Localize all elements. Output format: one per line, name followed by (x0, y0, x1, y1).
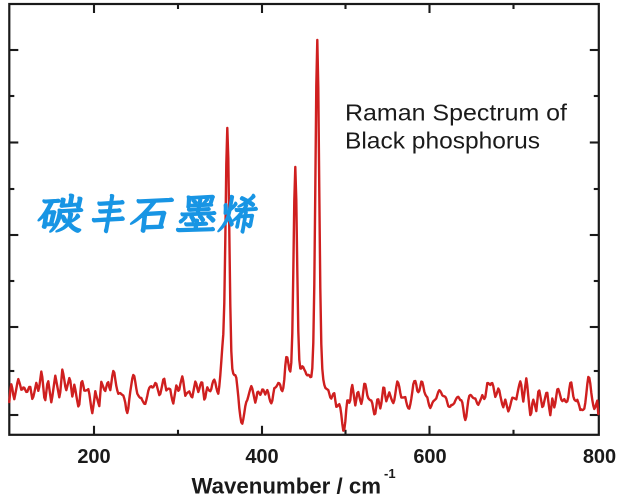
svg-text:-1: -1 (384, 466, 396, 481)
svg-text:400: 400 (245, 446, 278, 468)
svg-text:Raman Spectrum of: Raman Spectrum of (345, 100, 568, 126)
svg-text:Black phosphorus: Black phosphorus (345, 128, 540, 154)
svg-text:600: 600 (413, 446, 446, 468)
svg-text:200: 200 (77, 446, 110, 468)
svg-text:Wavenumber / cm: Wavenumber / cm (192, 474, 382, 499)
svg-text:800: 800 (583, 446, 616, 468)
